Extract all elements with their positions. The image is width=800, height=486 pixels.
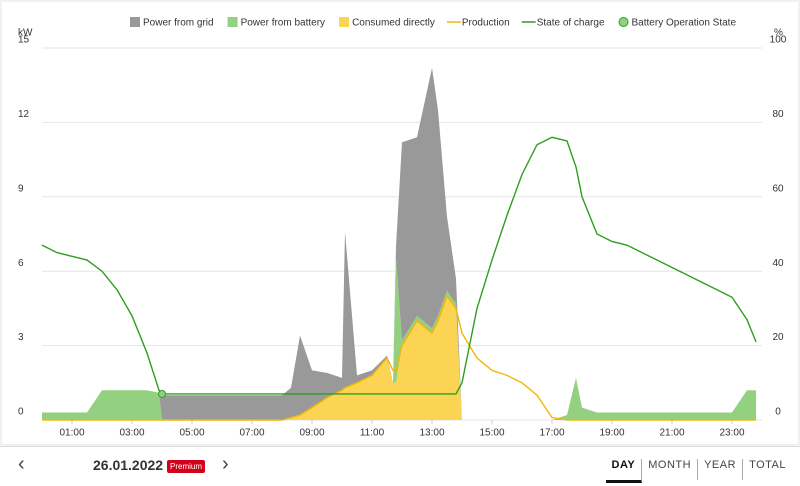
y2-tick-label: 0: [775, 407, 781, 418]
x-tick-label: 01:00: [59, 428, 84, 439]
x-tick-label: 03:00: [119, 428, 144, 439]
legend-swatch: [339, 17, 350, 27]
x-tick-label: 17:00: [539, 428, 564, 439]
tab[interactable]: MONTH: [642, 459, 699, 480]
x-tick-label: 07:00: [239, 428, 264, 439]
date: 26.01.2022: [93, 457, 164, 473]
chart: kW % 0 3 6 9 12 15 0 20 40 60 80 100 01:00 03:00 05:00…: [0, 0, 800, 446]
footer: ‹ 26.01.2022 Premium › DAY MONTH YEAR TOTAL: [0, 446, 800, 486]
line: [41, 136, 757, 395]
x-tick-label: 09:00: [299, 428, 324, 439]
tab[interactable]: DAY: [605, 459, 643, 483]
line: [42, 294, 756, 421]
y-unit: kW: [18, 28, 33, 39]
y-tick-label: 12: [18, 109, 30, 120]
y-tick-label: 6: [18, 258, 24, 269]
x-tick-label: 21:00: [659, 428, 684, 439]
y-tick-label: 9: [18, 183, 24, 194]
next-button[interactable]: ›: [222, 453, 229, 475]
y2-tick-label: 80: [772, 109, 784, 120]
legend-swatch: [618, 17, 629, 27]
legend-label: Battery Operation State: [632, 18, 737, 29]
area: [42, 67, 756, 420]
x-tick-label: 11:00: [360, 428, 385, 439]
prev-button[interactable]: ‹: [18, 453, 25, 475]
y2-tick-label: 100: [770, 35, 787, 46]
legend-label: Power from battery: [241, 18, 325, 29]
legend-label: Power from grid: [143, 18, 214, 29]
premium-badge: Premium: [167, 460, 206, 473]
area: [42, 296, 756, 420]
area: [42, 258, 756, 420]
x-tick-label: 15:00: [479, 428, 504, 439]
tab[interactable]: TOTAL: [749, 459, 786, 471]
tab[interactable]: YEAR: [698, 459, 744, 480]
x-tick-label: 19:00: [599, 428, 624, 439]
y2-unit: %: [774, 28, 783, 39]
y2-tick-label: 60: [772, 183, 784, 194]
y-tick-label: 15: [18, 35, 30, 46]
x-tick-label: 23:00: [719, 428, 744, 439]
tabs: DAY MONTH YEAR TOTAL: [605, 459, 792, 483]
legend-swatch: [227, 17, 238, 27]
legend-label: Production: [462, 18, 510, 29]
legend-label: Consumed directly: [352, 18, 435, 29]
y-tick-label: 3: [18, 332, 24, 343]
y2-tick-label: 40: [772, 258, 784, 269]
x-tick-label: 13:00: [419, 428, 444, 439]
legend-swatch: [130, 17, 140, 27]
x-tick-label: 05:00: [179, 428, 204, 439]
point: [158, 389, 166, 398]
y2-tick-label: 20: [772, 332, 784, 343]
legend-label: State of charge: [537, 18, 605, 29]
chart-frame: [0, 0, 800, 446]
y-tick-label: 0: [18, 407, 24, 418]
